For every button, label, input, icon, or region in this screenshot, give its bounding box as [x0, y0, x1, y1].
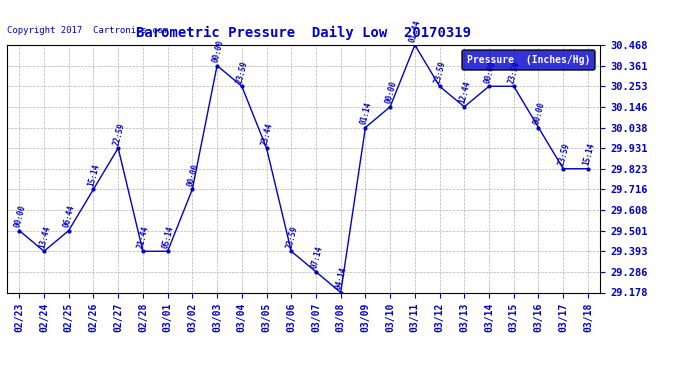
Legend: Pressure  (Inches/Hg): Pressure (Inches/Hg)	[462, 50, 595, 70]
Text: 00:00: 00:00	[186, 163, 200, 188]
Text: 00:00: 00:00	[12, 204, 27, 229]
Text: 00:00: 00:00	[384, 80, 398, 105]
Text: 23:59: 23:59	[507, 60, 522, 84]
Text: 05:14: 05:14	[161, 225, 175, 249]
Text: 23:59: 23:59	[235, 60, 250, 84]
Text: 00:00: 00:00	[210, 39, 225, 64]
Text: 22:59: 22:59	[112, 122, 126, 146]
Text: 15:14: 15:14	[581, 142, 596, 167]
Text: Barometric Pressure  Daily Low  20170319: Barometric Pressure Daily Low 20170319	[136, 26, 471, 40]
Text: 23:59: 23:59	[284, 225, 299, 249]
Text: 01:14: 01:14	[359, 101, 373, 126]
Text: 21:44: 21:44	[136, 225, 151, 249]
Text: 00:00: 00:00	[532, 101, 546, 126]
Text: 04:14: 04:14	[334, 266, 348, 291]
Text: 23:59: 23:59	[433, 60, 448, 84]
Text: 23:59: 23:59	[557, 142, 571, 167]
Text: 13:44: 13:44	[37, 225, 52, 249]
Text: 12:44: 12:44	[457, 80, 472, 105]
Text: 01:44: 01:44	[408, 18, 423, 43]
Text: 00:00: 00:00	[482, 60, 497, 84]
Text: 06:44: 06:44	[62, 204, 77, 229]
Text: 07:14: 07:14	[309, 245, 324, 270]
Text: 15:14: 15:14	[87, 163, 101, 188]
Text: 23:44: 23:44	[260, 122, 275, 146]
Text: Copyright 2017  Cartronics.com: Copyright 2017 Cartronics.com	[7, 26, 168, 35]
